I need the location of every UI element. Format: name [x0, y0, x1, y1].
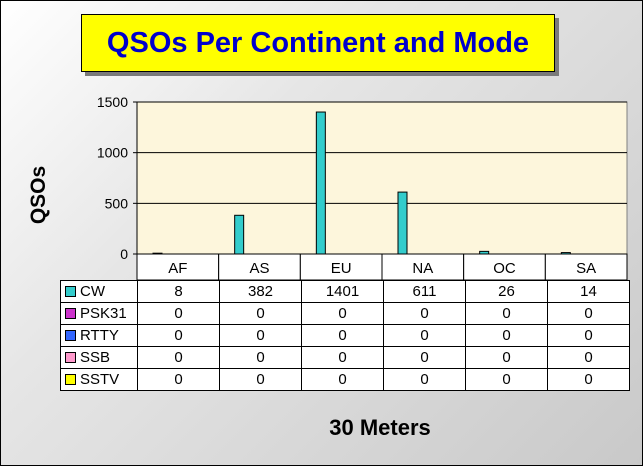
- legend-label: SSTV: [80, 371, 120, 388]
- data-label: 0: [465, 346, 548, 369]
- x-axis-label: 30 Meters: [329, 415, 431, 440]
- legend-label: CW: [80, 283, 105, 300]
- category-cell: [136, 253, 220, 281]
- data-label: 611: [383, 280, 466, 303]
- y-tick-label: 1500: [97, 94, 128, 110]
- data-label: 0: [383, 324, 466, 347]
- data-label: 0: [219, 302, 302, 325]
- legend-swatch: [65, 352, 76, 363]
- data-label: 0: [137, 346, 220, 369]
- data-label: 8: [137, 280, 220, 303]
- legend-swatch: [65, 374, 76, 385]
- data-label: 0: [301, 324, 384, 347]
- bar-CW-NA: [397, 191, 408, 255]
- data-label: 0: [137, 368, 220, 391]
- data-label: 14: [547, 280, 630, 303]
- data-label: 0: [383, 368, 466, 391]
- data-label: 0: [547, 346, 630, 369]
- data-label: 0: [301, 368, 384, 391]
- data-label: 0: [219, 368, 302, 391]
- y-tick-label: 500: [105, 195, 129, 211]
- legend-entry: RTTY: [60, 324, 138, 347]
- data-label: 0: [383, 302, 466, 325]
- x-tick-label: OC: [493, 260, 516, 277]
- x-tick-label: EU: [331, 260, 352, 277]
- chart-title: QSOs Per Continent and Mode: [81, 14, 555, 72]
- legend-label: RTTY: [80, 327, 119, 344]
- data-label: 0: [547, 302, 630, 325]
- x-tick-label: SA: [576, 260, 596, 277]
- legend-swatch: [65, 286, 76, 297]
- data-label: 0: [547, 368, 630, 391]
- table-row: SSTV 0 0 0 0 0 0: [60, 368, 630, 391]
- y-tick-label: 0: [120, 246, 128, 262]
- legend-swatch: [65, 308, 76, 319]
- plot-area: [136, 101, 628, 255]
- bar-CW-EU: [315, 111, 326, 255]
- category-cell: [381, 253, 465, 281]
- y-tick-label: 1000: [97, 145, 128, 161]
- table-row: RTTY 0 0 0 0 0 0: [60, 324, 630, 347]
- table-row: PSK31 0 0 0 0 0 0: [60, 302, 630, 325]
- data-label: 0: [301, 302, 384, 325]
- bar-CW-AS: [234, 214, 245, 255]
- category-cell: [544, 253, 628, 281]
- category-cell: [463, 253, 546, 281]
- x-tick-label: AS: [249, 260, 269, 277]
- data-label: 0: [219, 346, 302, 369]
- data-label: 0: [465, 302, 548, 325]
- data-label: 382: [219, 280, 302, 303]
- data-label: 0: [219, 324, 302, 347]
- data-label: 0: [137, 302, 220, 325]
- x-tick-label: AF: [168, 260, 187, 277]
- legend-entry: PSK31: [60, 302, 138, 325]
- table-row: SSB 0 0 0 0 0 0: [60, 346, 630, 369]
- data-label: 0: [547, 324, 630, 347]
- x-tick-label: NA: [412, 260, 433, 277]
- legend-swatch: [65, 330, 76, 341]
- data-label: 0: [137, 324, 220, 347]
- data-label: 0: [465, 324, 548, 347]
- legend-entry: CW: [60, 280, 138, 303]
- legend-entry: SSTV: [60, 368, 138, 391]
- data-label: 0: [301, 346, 384, 369]
- data-label: 0: [383, 346, 466, 369]
- data-label: 1401: [301, 280, 384, 303]
- data-table: CW 8 382 1401 611 26 14 PSK31 0 0 0 0 0 0 RTTY 0 0 0 0 0 0 SS…: [60, 280, 630, 391]
- data-label: 0: [465, 368, 548, 391]
- legend-label: PSK31: [80, 305, 127, 322]
- legend-label: SSB: [80, 349, 111, 366]
- table-row: CW 8 382 1401 611 26 14: [60, 280, 630, 303]
- legend-entry: SSB: [60, 346, 138, 369]
- data-label: 26: [465, 280, 548, 303]
